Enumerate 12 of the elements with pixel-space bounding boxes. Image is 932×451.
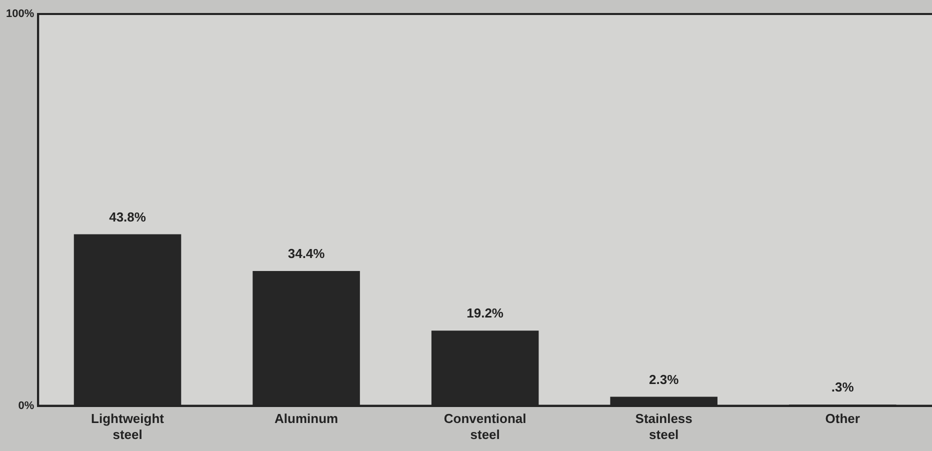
x-tick-label: Lightweight steel [91,411,165,442]
y-tick-label: 0% [18,400,34,412]
data-label: 43.8% [109,209,146,224]
data-label: 34.4% [288,246,326,262]
x-tick-label: Other [825,411,860,426]
data-label: 2.3% [649,372,680,387]
x-tick-label: Stainless steel [635,411,692,442]
x-tick-label: Conventional steel [444,411,526,442]
data-label: .3% [831,380,854,395]
data-label: 19.2% [466,306,504,321]
y-tick-label: 100% [6,8,34,20]
x-tick-label: Aluminum [274,411,338,426]
